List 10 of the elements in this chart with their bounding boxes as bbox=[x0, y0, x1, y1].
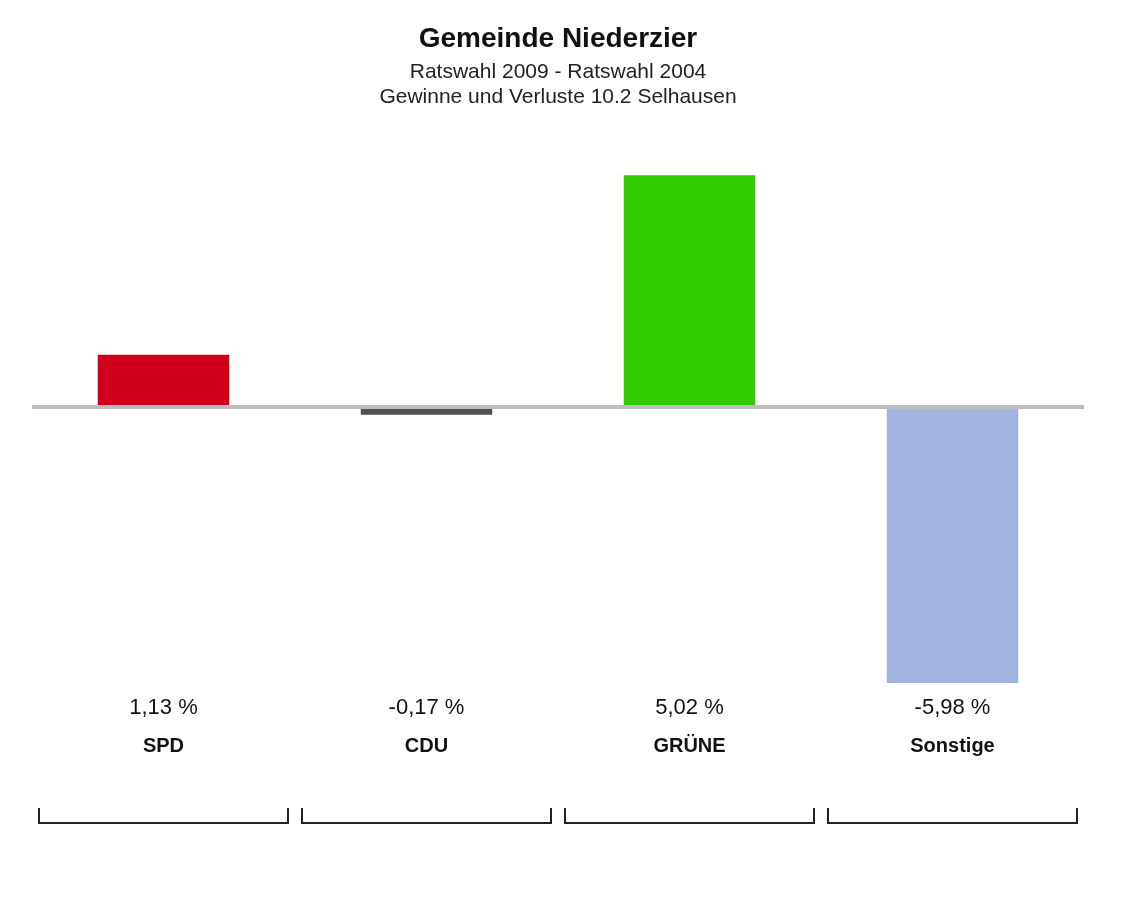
x-tick-label: CDU bbox=[404, 733, 449, 756]
x-tick-label: GRÜNE bbox=[653, 733, 726, 756]
data-label: -0,17 % bbox=[388, 694, 465, 720]
data-label: -5,98 % bbox=[914, 694, 991, 720]
chart-subtitle: Ratswahl 2009 - Ratswahl 2004 Gewinne und Verluste 10.2 Selhausen bbox=[379, 59, 737, 108]
x-tick-label: SPD bbox=[142, 733, 185, 756]
data-label: 1,13 % bbox=[129, 694, 198, 720]
data-label: 5,02 % bbox=[655, 694, 724, 720]
x-tick-label: Sonstige bbox=[910, 733, 995, 756]
chart-title: Gemeinde Niederzier bbox=[418, 21, 698, 53]
